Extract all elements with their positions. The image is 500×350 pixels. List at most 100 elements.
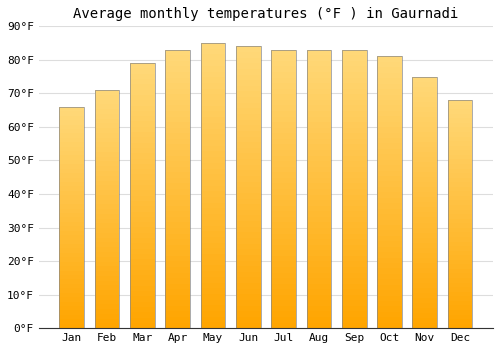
- Bar: [166, 72, 190, 78]
- Bar: [412, 243, 437, 248]
- Bar: [377, 317, 402, 323]
- Bar: [60, 213, 84, 217]
- Bar: [236, 306, 260, 311]
- Bar: [130, 291, 155, 296]
- Bar: [412, 298, 437, 303]
- Bar: [236, 97, 260, 103]
- Bar: [271, 94, 296, 100]
- Bar: [271, 272, 296, 278]
- Bar: [342, 100, 366, 105]
- Bar: [448, 150, 472, 155]
- Bar: [130, 296, 155, 302]
- Bar: [166, 272, 190, 278]
- Bar: [412, 182, 437, 187]
- Bar: [200, 180, 226, 186]
- Bar: [448, 132, 472, 136]
- Bar: [448, 146, 472, 150]
- Bar: [271, 206, 296, 211]
- Bar: [130, 143, 155, 148]
- Bar: [60, 195, 84, 200]
- Bar: [448, 118, 472, 123]
- Bar: [166, 261, 190, 267]
- Bar: [200, 128, 226, 134]
- Bar: [342, 161, 366, 167]
- Bar: [60, 279, 84, 284]
- Bar: [342, 105, 366, 111]
- Bar: [448, 177, 472, 182]
- Bar: [306, 167, 331, 172]
- Bar: [412, 303, 437, 308]
- Bar: [130, 100, 155, 106]
- Bar: [306, 256, 331, 261]
- Bar: [377, 138, 402, 144]
- Bar: [377, 105, 402, 111]
- Bar: [94, 261, 120, 266]
- Bar: [412, 77, 437, 328]
- Bar: [200, 43, 226, 49]
- Bar: [166, 167, 190, 172]
- Bar: [200, 123, 226, 128]
- Bar: [271, 111, 296, 117]
- Bar: [236, 153, 260, 159]
- Bar: [448, 273, 472, 278]
- Bar: [60, 142, 84, 147]
- Bar: [200, 43, 226, 328]
- Bar: [377, 149, 402, 154]
- Bar: [412, 278, 437, 283]
- Bar: [94, 276, 120, 281]
- Bar: [306, 100, 331, 105]
- Bar: [342, 250, 366, 256]
- Bar: [130, 180, 155, 185]
- Bar: [200, 214, 226, 220]
- Bar: [60, 217, 84, 222]
- Bar: [377, 285, 402, 290]
- Bar: [342, 178, 366, 183]
- Bar: [200, 243, 226, 248]
- Bar: [166, 206, 190, 211]
- Bar: [377, 323, 402, 328]
- Bar: [448, 159, 472, 164]
- Bar: [306, 306, 331, 312]
- Bar: [342, 83, 366, 89]
- Bar: [236, 120, 260, 125]
- Bar: [377, 247, 402, 252]
- Bar: [166, 55, 190, 61]
- Bar: [306, 222, 331, 228]
- Bar: [448, 155, 472, 159]
- Bar: [448, 305, 472, 310]
- Bar: [94, 161, 120, 166]
- Bar: [306, 206, 331, 211]
- Bar: [94, 138, 120, 142]
- Bar: [412, 97, 437, 102]
- Bar: [448, 324, 472, 328]
- Bar: [377, 192, 402, 198]
- Bar: [60, 147, 84, 151]
- Bar: [200, 265, 226, 271]
- Title: Average monthly temperatures (°F ) in Gaurnadi: Average monthly temperatures (°F ) in Ga…: [74, 7, 458, 21]
- Bar: [60, 107, 84, 111]
- Bar: [94, 114, 120, 119]
- Bar: [271, 83, 296, 89]
- Bar: [94, 119, 120, 123]
- Bar: [342, 233, 366, 239]
- Bar: [60, 200, 84, 204]
- Bar: [306, 161, 331, 167]
- Bar: [130, 265, 155, 270]
- Bar: [94, 228, 120, 233]
- Bar: [306, 250, 331, 256]
- Bar: [412, 142, 437, 147]
- Bar: [200, 134, 226, 140]
- Bar: [342, 155, 366, 161]
- Bar: [236, 159, 260, 165]
- Bar: [306, 150, 331, 155]
- Bar: [342, 66, 366, 72]
- Bar: [94, 95, 120, 99]
- Bar: [130, 302, 155, 307]
- Bar: [377, 176, 402, 181]
- Bar: [377, 73, 402, 78]
- Bar: [200, 146, 226, 152]
- Bar: [448, 314, 472, 319]
- Bar: [94, 104, 120, 109]
- Bar: [412, 107, 437, 112]
- Bar: [306, 211, 331, 217]
